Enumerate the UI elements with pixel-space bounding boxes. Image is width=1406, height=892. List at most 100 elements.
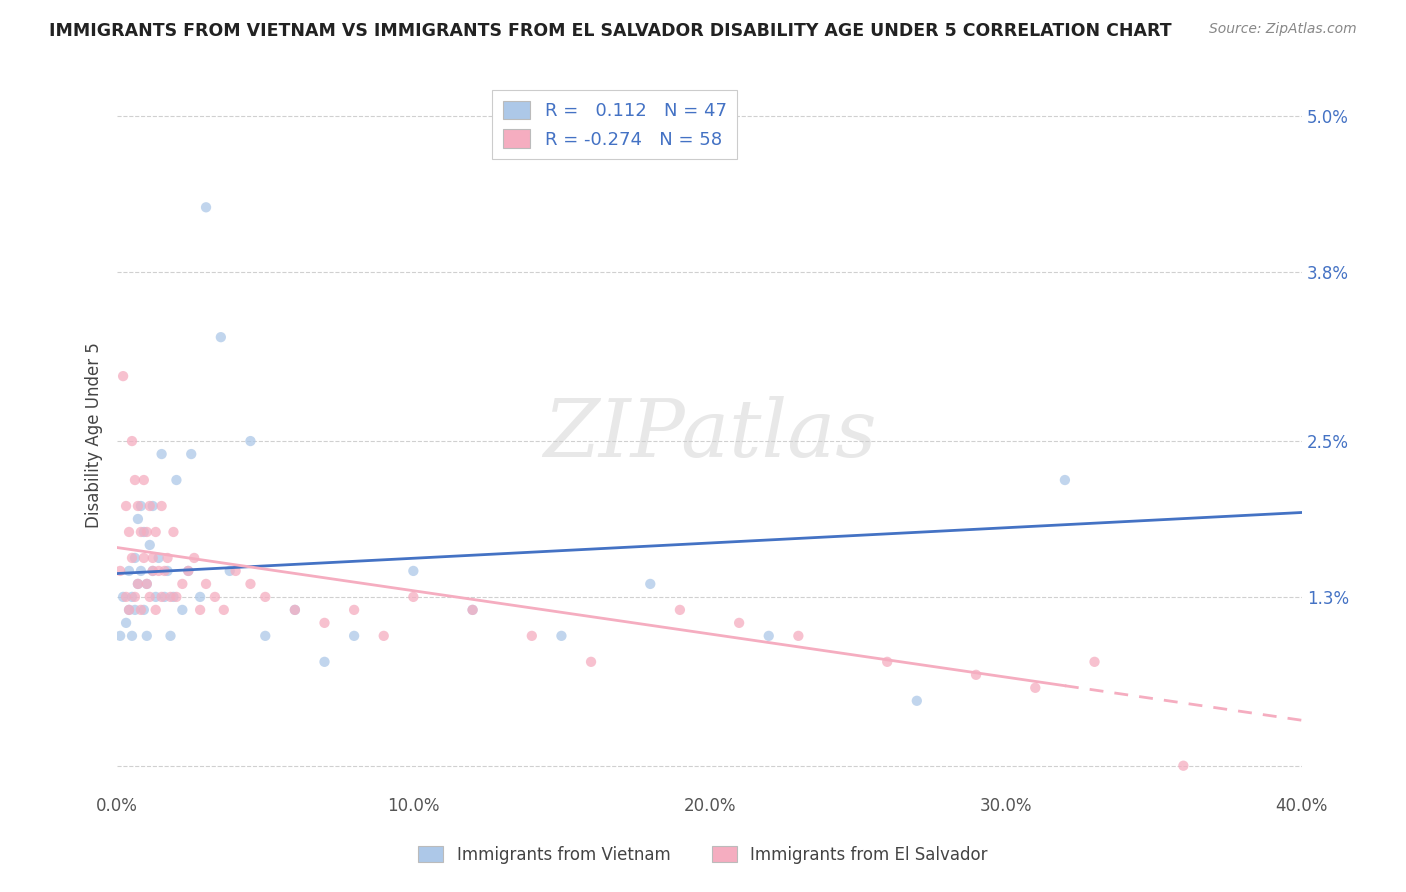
Point [129, 524, 152, 539]
Point [183, 550, 205, 565]
Point [115, 615, 138, 630]
Point [1024, 681, 1046, 695]
Point [132, 473, 155, 487]
Point [135, 577, 157, 591]
Point [145, 603, 167, 617]
Point [139, 590, 162, 604]
Point [520, 629, 543, 643]
Point [1173, 758, 1195, 772]
Point [153, 564, 176, 578]
Point [204, 590, 226, 604]
Point [124, 590, 146, 604]
Point [177, 564, 200, 578]
Point [728, 615, 751, 630]
Point [121, 550, 143, 565]
Point [127, 577, 149, 591]
Point [188, 590, 211, 604]
Point [239, 577, 262, 591]
Point [640, 577, 662, 591]
Point [115, 499, 138, 513]
Point [343, 629, 366, 643]
Point [461, 603, 484, 617]
Text: Source: ZipAtlas.com: Source: ZipAtlas.com [1209, 22, 1357, 37]
Point [121, 590, 143, 604]
Point [212, 603, 235, 617]
Point [284, 603, 307, 617]
Point [112, 590, 135, 604]
Point [1083, 655, 1105, 669]
Y-axis label: Disability Age Under 5: Disability Age Under 5 [86, 342, 103, 527]
Point [787, 629, 810, 643]
Point [669, 603, 692, 617]
Point [129, 499, 152, 513]
Point [135, 629, 157, 643]
Point [579, 655, 602, 669]
Point [124, 550, 146, 565]
Point [159, 590, 181, 604]
Point [127, 577, 149, 591]
Text: ZIPatlas: ZIPatlas [543, 396, 876, 474]
Point [876, 655, 898, 669]
Point [965, 668, 987, 682]
Point [108, 629, 131, 643]
Point [118, 564, 141, 578]
Point [373, 629, 395, 643]
Point [127, 512, 149, 526]
Point [550, 629, 572, 643]
Point [132, 550, 155, 565]
Point [129, 603, 152, 617]
Point [142, 550, 165, 565]
Point [150, 447, 173, 461]
Point [139, 538, 162, 552]
Legend: R =   0.112   N = 47, R = -0.274   N = 58: R = 0.112 N = 47, R = -0.274 N = 58 [492, 90, 737, 160]
Point [180, 447, 202, 461]
Point [156, 550, 179, 565]
Point [165, 590, 187, 604]
Point [121, 629, 143, 643]
Point [402, 564, 425, 578]
Point [142, 564, 165, 578]
Point [905, 694, 928, 708]
Point [129, 564, 152, 578]
Point [135, 524, 157, 539]
Point [124, 473, 146, 487]
Point [165, 473, 187, 487]
Point [139, 499, 162, 513]
Point [1053, 473, 1076, 487]
Point [135, 577, 157, 591]
Text: IMMIGRANTS FROM VIETNAM VS IMMIGRANTS FROM EL SALVADOR DISABILITY AGE UNDER 5 CO: IMMIGRANTS FROM VIETNAM VS IMMIGRANTS FR… [49, 22, 1171, 40]
Point [218, 564, 240, 578]
Point [162, 590, 184, 604]
Point [148, 564, 170, 578]
Point [132, 603, 155, 617]
Point [162, 524, 184, 539]
Point [461, 603, 484, 617]
Point [254, 629, 277, 643]
Point [145, 524, 167, 539]
Point [314, 615, 336, 630]
Point [150, 499, 173, 513]
Point [156, 564, 179, 578]
Point [758, 629, 780, 643]
Point [148, 550, 170, 565]
Point [118, 603, 141, 617]
Point [195, 577, 218, 591]
Point [150, 590, 173, 604]
Point [239, 434, 262, 448]
Point [177, 564, 200, 578]
Legend: Immigrants from Vietnam, Immigrants from El Salvador: Immigrants from Vietnam, Immigrants from… [412, 839, 994, 871]
Point [343, 603, 366, 617]
Point [209, 330, 232, 344]
Point [314, 655, 336, 669]
Point [108, 564, 131, 578]
Point [172, 577, 194, 591]
Point [195, 200, 218, 214]
Point [112, 369, 135, 384]
Point [188, 603, 211, 617]
Point [142, 564, 165, 578]
Point [284, 603, 307, 617]
Point [153, 590, 176, 604]
Point [124, 603, 146, 617]
Point [121, 434, 143, 448]
Point [254, 590, 277, 604]
